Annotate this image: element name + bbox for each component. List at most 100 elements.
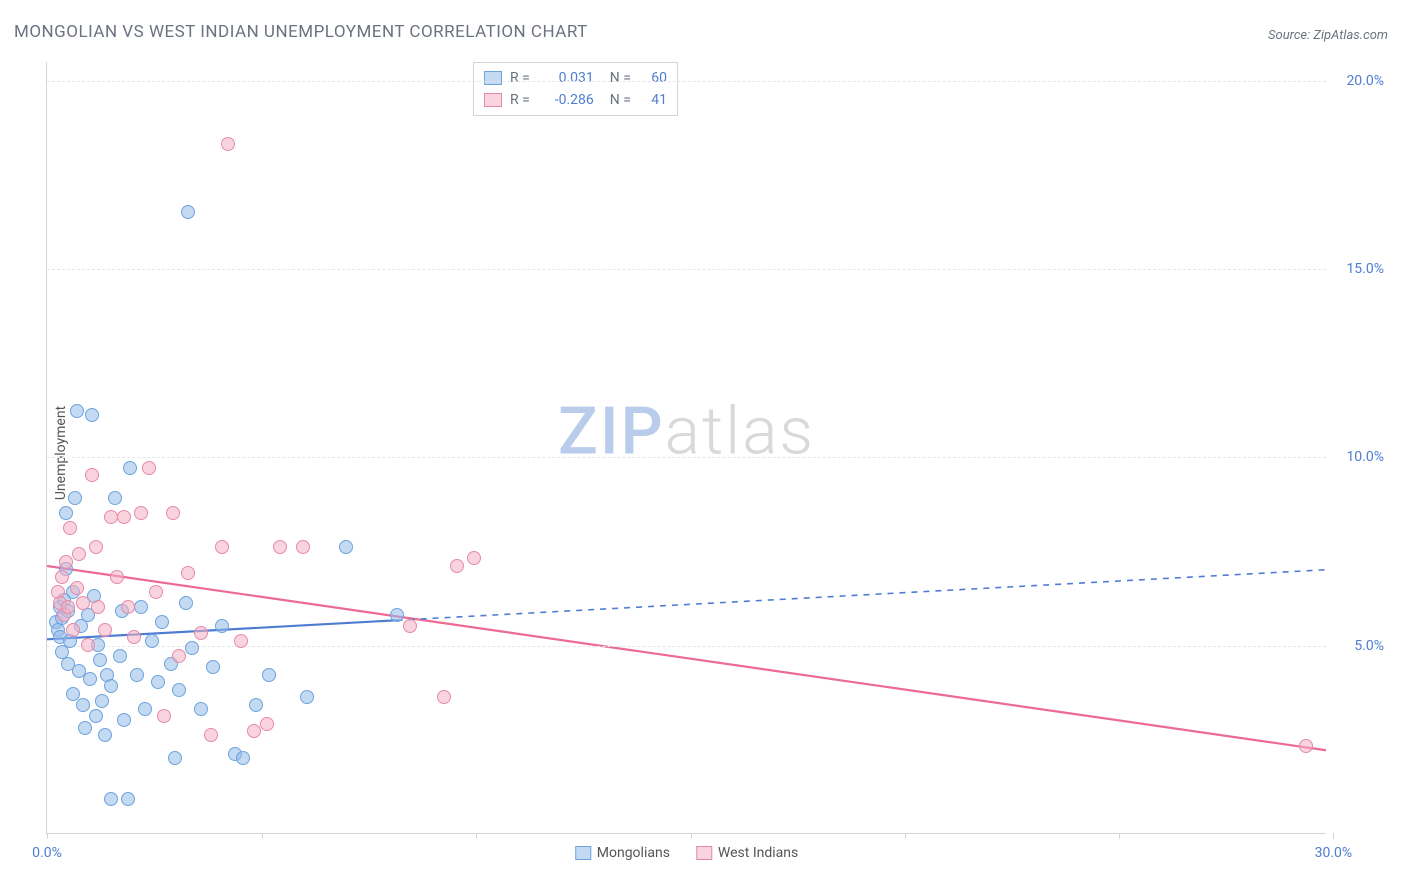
r-value: 0.031 <box>538 70 594 86</box>
scatter-point <box>273 540 287 554</box>
scatter-point <box>172 649 186 663</box>
scatter-point <box>138 702 152 716</box>
n-label: N = <box>610 92 631 108</box>
scatter-point <box>85 468 99 482</box>
scatter-point <box>70 404 84 418</box>
scatter-point <box>157 709 171 723</box>
scatter-point <box>204 728 218 742</box>
stats-legend: R = 0.031 N = 60 R = -0.286 N = 41 <box>473 62 678 116</box>
scatter-point <box>130 668 144 682</box>
scatter-point <box>117 713 131 727</box>
scatter-point <box>172 683 186 697</box>
x-tick-mark <box>691 833 692 839</box>
scatter-point <box>93 653 107 667</box>
scatter-point <box>390 608 404 622</box>
plot-area: ZIPatlas R =0.031N =60R =-0.286N =41 Mon… <box>46 62 1326 834</box>
n-value: 41 <box>639 92 667 108</box>
scatter-point <box>339 540 353 554</box>
scatter-point <box>166 506 180 520</box>
scatter-point <box>66 623 80 637</box>
scatter-point <box>113 649 127 663</box>
scatter-point <box>194 702 208 716</box>
scatter-point <box>117 510 131 524</box>
r-label: R = <box>510 70 530 86</box>
scatter-point <box>437 690 451 704</box>
scatter-point <box>121 792 135 806</box>
y-tick-label: 5.0% <box>1332 638 1384 654</box>
scatter-point <box>72 547 86 561</box>
scatter-point <box>104 679 118 693</box>
scatter-point <box>450 559 464 573</box>
trend-lines-svg <box>47 62 1326 833</box>
scatter-point <box>134 600 148 614</box>
scatter-point <box>83 672 97 686</box>
scatter-point <box>179 596 193 610</box>
scatter-point <box>1299 739 1313 753</box>
scatter-point <box>66 687 80 701</box>
y-tick-label: 10.0% <box>1332 449 1384 465</box>
scatter-point <box>127 630 141 644</box>
scatter-point <box>70 581 84 595</box>
scatter-point <box>215 619 229 633</box>
legend-swatch <box>696 846 712 860</box>
scatter-point <box>181 205 195 219</box>
x-tick-mark <box>262 833 263 839</box>
scatter-point <box>249 698 263 712</box>
legend-label: West Indians <box>718 845 798 861</box>
legend-swatch <box>484 93 502 107</box>
scatter-point <box>123 461 137 475</box>
watermark-zip: ZIP <box>558 394 665 471</box>
scatter-point <box>467 551 481 565</box>
scatter-point <box>121 600 135 614</box>
n-value: 60 <box>639 70 667 86</box>
r-value: -0.286 <box>538 92 594 108</box>
plot-container: Unemployment ZIPatlas R =0.031N =60R =-0… <box>46 62 1388 844</box>
legend-item: Mongolians <box>575 845 670 861</box>
scatter-point <box>206 660 220 674</box>
chart-title: MONGOLIAN VS WEST INDIAN UNEMPLOYMENT CO… <box>14 22 588 42</box>
gridline <box>47 81 1326 82</box>
scatter-point <box>59 506 73 520</box>
scatter-point <box>185 641 199 655</box>
scatter-point <box>296 540 310 554</box>
trend-line <box>47 566 1326 750</box>
scatter-point <box>260 717 274 731</box>
legend-swatch <box>484 71 502 85</box>
y-tick-label: 20.0% <box>1332 73 1384 89</box>
scatter-point <box>68 491 82 505</box>
gridline <box>47 457 1326 458</box>
scatter-point <box>59 555 73 569</box>
x-tick-label: 30.0% <box>1315 845 1353 861</box>
x-tick-label: 0.0% <box>32 845 62 861</box>
scatter-point <box>110 570 124 584</box>
scatter-point <box>91 600 105 614</box>
scatter-point <box>403 619 417 633</box>
scatter-point <box>63 521 77 535</box>
stats-legend-row: R =0.031N =60 <box>484 67 667 89</box>
x-tick-mark <box>47 833 48 839</box>
stats-legend-row: R = -0.286 N = 41 <box>484 89 667 111</box>
watermark: ZIPatlas <box>558 394 815 471</box>
legend-label: Mongolians <box>597 845 670 861</box>
scatter-point <box>61 600 75 614</box>
scatter-point <box>151 675 165 689</box>
scatter-point <box>168 751 182 765</box>
scatter-point <box>76 698 90 712</box>
y-tick-label: 15.0% <box>1332 261 1384 277</box>
legend-item: West Indians <box>696 845 798 861</box>
scatter-point <box>215 540 229 554</box>
scatter-point <box>81 638 95 652</box>
scatter-point <box>221 137 235 151</box>
scatter-point <box>234 634 248 648</box>
scatter-point <box>98 623 112 637</box>
r-label: R = <box>510 92 530 108</box>
scatter-point <box>155 615 169 629</box>
source-attribution: Source: ZipAtlas.com <box>1268 28 1388 43</box>
bottom-legend: Mongolians West Indians <box>575 845 799 861</box>
scatter-point <box>142 461 156 475</box>
x-tick-mark <box>1333 833 1334 839</box>
trend-line <box>397 570 1326 621</box>
scatter-point <box>95 694 109 708</box>
scatter-point <box>247 724 261 738</box>
scatter-point <box>149 585 163 599</box>
